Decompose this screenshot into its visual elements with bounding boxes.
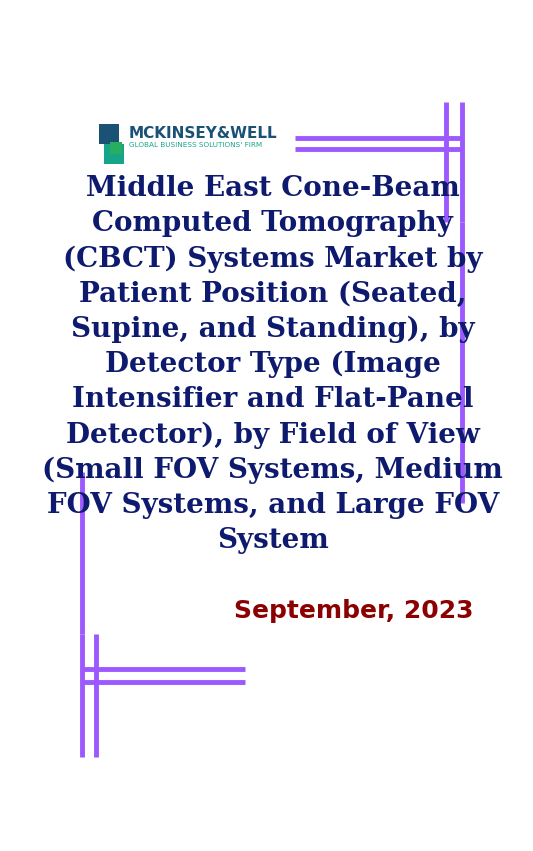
Bar: [99, 124, 119, 145]
Text: Middle East Cone-Beam
Computed Tomography
(CBCT) Systems Market by
Patient Posit: Middle East Cone-Beam Computed Tomograph…: [43, 175, 503, 554]
Bar: [104, 145, 124, 164]
Bar: [110, 142, 122, 154]
Text: MCKINSEY&WELL: MCKINSEY&WELL: [128, 126, 277, 141]
Text: September, 2023: September, 2023: [233, 599, 473, 623]
Text: GLOBAL BUSINESS SOLUTIONS' FIRM: GLOBAL BUSINESS SOLUTIONS' FIRM: [128, 142, 262, 148]
